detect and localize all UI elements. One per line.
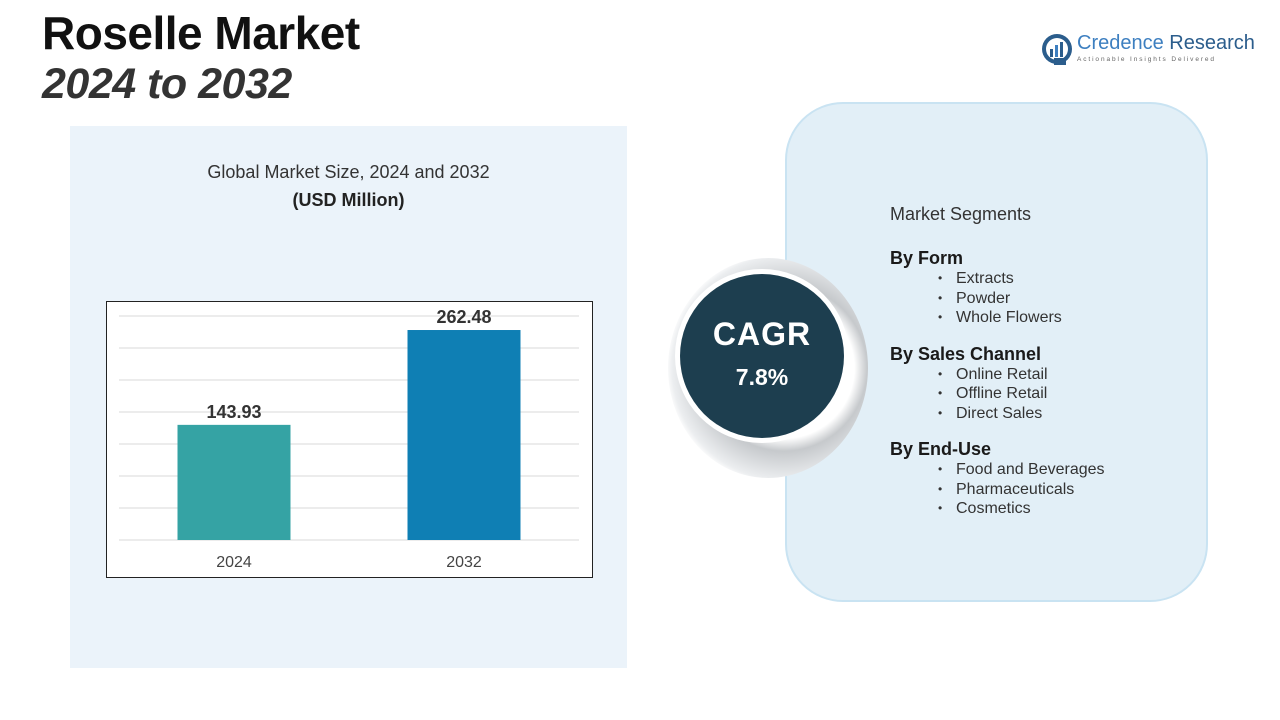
segment-items: Online Retail Offline Retail Direct Sale… xyxy=(890,365,1210,424)
x-tick-label-2032: 2032 xyxy=(446,554,482,571)
bar-2024 xyxy=(177,424,291,540)
segments-list: Market Segments By Form Extracts Powder … xyxy=(890,204,1210,534)
chart-unit-label: (USD Million) xyxy=(292,190,405,210)
page-subtitle: 2024 to 2032 xyxy=(42,60,292,108)
segment-item: Powder xyxy=(938,289,1210,309)
segment-group-title: By Sales Channel xyxy=(890,343,1042,364)
logo-wordmark: Credence Research xyxy=(1077,32,1255,55)
bar-chart-svg: 143.93 2024 262.48 2032 xyxy=(119,307,579,571)
segment-item: Online Retail xyxy=(938,365,1210,385)
data-label-2024: 143.93 xyxy=(206,402,261,422)
segment-items: Extracts Powder Whole Flowers xyxy=(890,269,1210,328)
chart-panel: Global Market Size, 2024 and 2032 (USD M… xyxy=(70,126,627,668)
segment-item: Cosmetics xyxy=(938,499,1210,519)
logo-name-part2: Research xyxy=(1169,32,1255,54)
segment-item: Pharmaceuticals xyxy=(938,480,1210,500)
cagr-label: CAGR xyxy=(712,316,812,352)
segment-group-title: By Form xyxy=(890,248,964,268)
segment-item: Direct Sales xyxy=(938,404,1210,424)
segment-item: Extracts xyxy=(938,269,1210,289)
segment-item: Whole Flowers xyxy=(938,308,1210,328)
segment-group-end-use: By End-Use Food and Beverages Pharmaceut… xyxy=(890,438,1210,519)
brand-logo: Credence Research Actionable Insights De… xyxy=(1040,30,1255,70)
cagr-circle: CAGR 7.8% xyxy=(680,274,844,438)
cagr-badge: CAGR 7.8% xyxy=(668,258,868,478)
logo-name-part1: Credence xyxy=(1077,32,1164,54)
cagr-value: 7.8% xyxy=(735,364,789,390)
bar-2032 xyxy=(407,330,521,540)
segments-heading: Market Segments xyxy=(890,204,1032,224)
segment-item: Offline Retail xyxy=(938,384,1210,404)
segment-group-title: By End-Use xyxy=(890,439,992,459)
segment-group-sales-channel: By Sales Channel Online Retail Offline R… xyxy=(890,343,1210,424)
segment-group-form: By Form Extracts Powder Whole Flowers xyxy=(890,247,1210,328)
segment-item: Food and Beverages xyxy=(938,460,1210,480)
logo-tagline: Actionable Insights Delivered xyxy=(1077,56,1216,63)
segment-items: Food and Beverages Pharmaceuticals Cosme… xyxy=(890,460,1210,519)
data-label-2032: 262.48 xyxy=(436,307,491,327)
chart-title: Global Market Size, 2024 and 2032 xyxy=(207,162,490,182)
x-tick-label-2024: 2024 xyxy=(216,554,252,571)
credence-logo-icon xyxy=(1042,34,1072,65)
page-title: Roselle Market xyxy=(42,7,360,59)
bar-chart: 143.93 2024 262.48 2032 xyxy=(106,301,593,578)
